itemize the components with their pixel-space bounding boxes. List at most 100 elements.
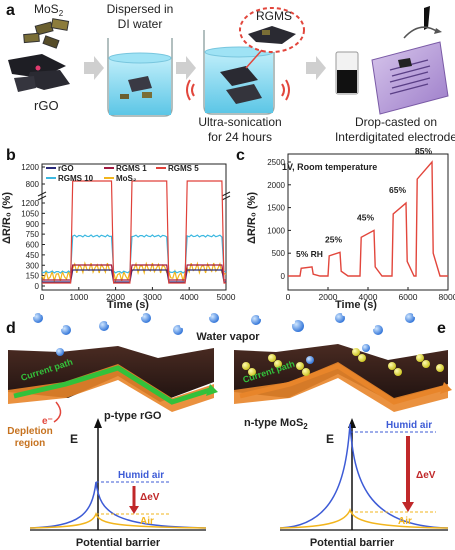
plot-c-step-label: 5% RH [296,249,323,259]
plot-b-ytick-label: 1050 [21,209,39,218]
plot-b-xtick-label: 0 [40,292,45,302]
panel-letter-b: b [6,147,16,164]
panel-letter-a: a [6,2,15,19]
vial-icon [335,51,359,95]
plot-b-ytick-label: 900 [26,220,40,229]
plot-c-step-label: 25% [325,234,342,244]
legend-label: RGMS 10 [58,174,94,183]
plot-c-ytick-label: 1500 [267,204,285,213]
plot-b: 0 1000 2000 3000 4000 50000150300450600750900… [21,163,236,302]
humid-air-e: Humid air [386,420,432,431]
plot-b-ytick-label: 150 [26,272,40,281]
air-e: Air [398,516,412,527]
rgms-label: RGMS [256,9,292,23]
plot-c-ytick-label: 1000 [267,226,285,235]
series-rgms10 [41,234,227,274]
arrow-right-icon [176,56,196,80]
barrier-plot-d [29,418,207,531]
plot-c-trace [288,160,448,277]
plot-b-xtick-label: 3000 [143,292,162,302]
rgo-flakes-icon [8,54,70,92]
air-d: Air [140,516,154,527]
plot-b-ytick-label: 800 [26,180,40,189]
panel-d: d Water vapor Current path e⁻ p-typ [6,311,417,549]
rgo-film [8,346,218,412]
axis-break-icon [37,195,47,201]
plot-b-frame [41,163,227,291]
dropcast-line2: Interdigitated electrode [335,130,455,144]
sonication-beaker-icon [186,30,290,115]
plot-b-xtick-label: 2000 [106,292,125,302]
beaker-icon [107,38,173,117]
dispersed-line1: Dispersed in [107,2,174,16]
series-rgms5 [42,180,226,284]
panel-b: b 0 1000 2000 3000 4000 500001503004506007509… [1,147,236,311]
barrier-plot-e [279,418,449,531]
delta-ev-e: ΔeV [416,470,436,481]
rgms-film [234,344,452,412]
plot-b-xtick-label: 1000 [69,292,88,302]
plot-b-ytick-label: 750 [26,230,40,239]
axis-break-icon [37,191,47,197]
dropcast-line1: Drop-casted on [355,115,437,129]
potential-barrier-d: Potential barrier [76,537,161,549]
potential-barrier-e: Potential barrier [310,537,395,549]
interdigitated-electrode-icon [371,41,449,115]
water-molecules-icon [31,311,417,335]
series-rgms1 [42,264,226,281]
plot-c-ytick-label: 2000 [267,181,285,190]
plot-b-ytick-label: 1200 [21,199,39,208]
sonication-line2: for 24 hours [208,130,272,144]
plot-c-ytick-label: 0 [281,272,286,281]
legend-label: RGMS 5 [168,164,199,173]
panel-letter-e: e [437,320,446,337]
ntype-label: n-type MoS2 [244,417,308,431]
water-vapor-label: Water vapor [196,331,260,343]
plot-c-xtick-label: 6000 [399,292,418,302]
energy-axis-e: E [326,432,334,446]
rgms-zoom-circle [239,7,305,69]
arrow-right-icon [84,56,104,80]
plot-c-ytick-label: 500 [272,249,286,258]
plot-c-xtick-label: 2000 [319,292,338,302]
humid-air-d: Humid air [118,470,164,481]
legend-label: RGMS 1 [116,164,147,173]
panel-a: a MoS2 rGO Dispersed in DI water [6,2,455,144]
plot-c-step-label: 85% [415,146,432,156]
plot-c-xtick-label: 4000 [359,292,378,302]
ptype-label: p-type rGO [104,410,162,422]
plot-b-xtick-label: 5000 [217,292,236,302]
plot-c-condition: 1V, Room temperature [282,162,377,172]
legend-label: MoS₂ [116,174,137,183]
plot-b-ylabel: ΔR/R₀ (%) [1,192,13,244]
axis-break-icon [221,191,231,197]
rgo-label: rGO [34,98,59,113]
plot-b-ytick-label: 450 [26,251,40,260]
plot-b-xtick-label: 4000 [180,292,199,302]
plot-b-ytick-label: 0 [35,282,40,291]
plot-c-xlabel: Time (s) [335,299,377,311]
plot-b-ytick-label: 600 [26,241,40,250]
electron-label: e⁻ [42,416,53,427]
mos2-nanoparticles-icon [242,344,444,376]
plot-b-ytick-label: 1200 [21,163,39,172]
electron-arrow-icon [53,401,62,423]
sonication-line1: Ultra-sonication [198,115,281,129]
plot-b-ytick-label: 300 [26,261,40,270]
plot-b-xlabel: Time (s) [107,299,149,311]
plot-c-ytick-label: 2500 [267,158,285,167]
delta-ev-d: ΔeV [140,492,160,503]
energy-axis-d: E [70,432,78,446]
mos2-flakes-icon [23,18,70,49]
plot-c-step-label: 45% [357,212,374,222]
axis-break-icon [221,195,231,201]
legend-label: rGO [58,164,74,173]
mos2-label: MoS2 [34,2,64,18]
depletion-line2: region [15,438,46,449]
plot-c-xtick-label: 0 [286,292,291,302]
panel-letter-d: d [6,320,16,337]
